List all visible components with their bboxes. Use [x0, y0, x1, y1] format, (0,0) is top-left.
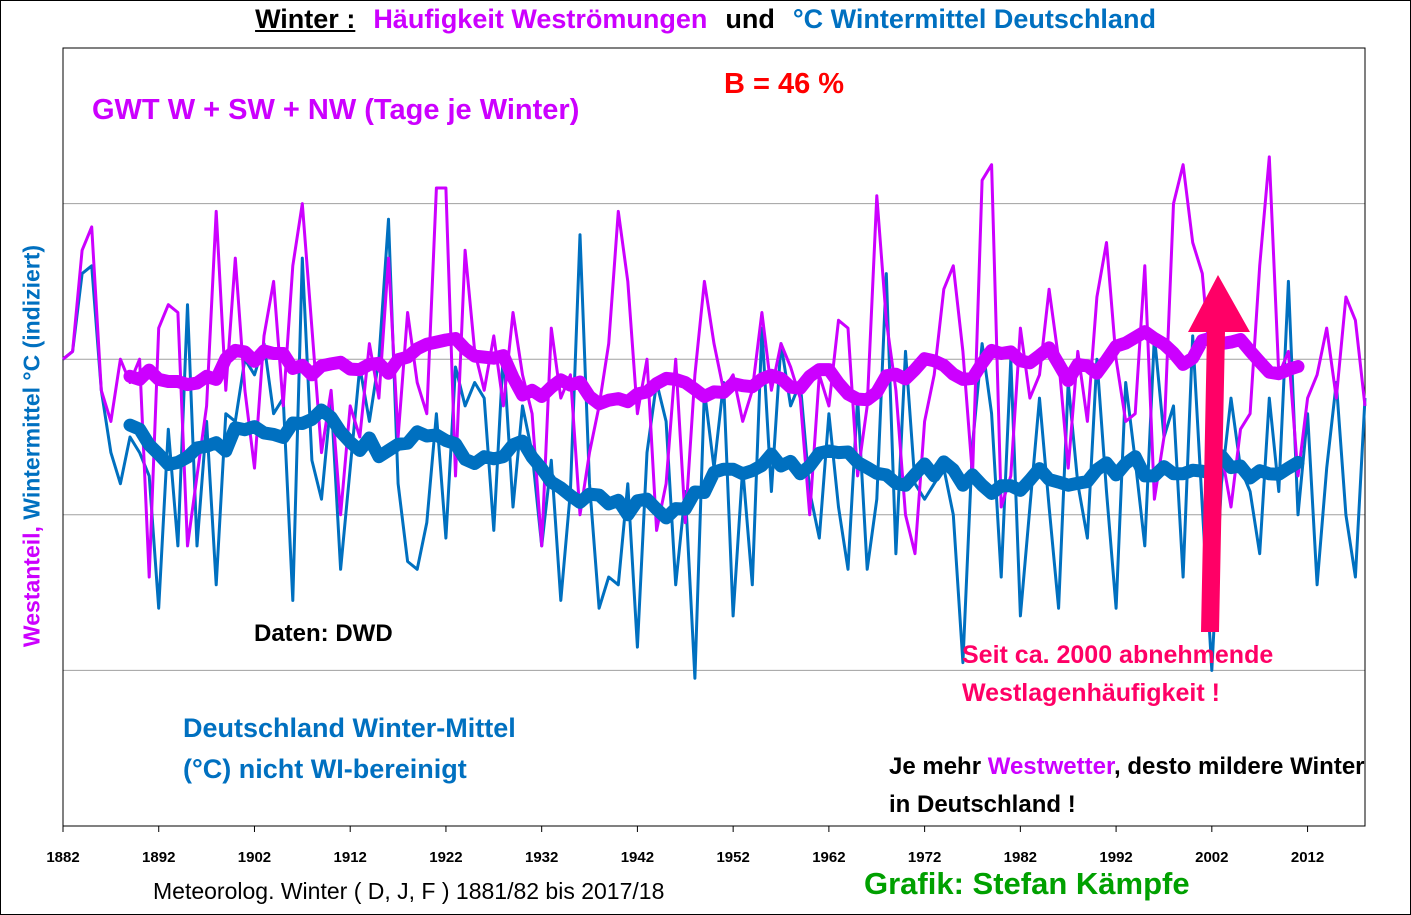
x-tick-label-1: 1892: [142, 849, 175, 866]
title-winter: Winter :: [255, 4, 356, 34]
x-tick-label-6: 1942: [621, 849, 654, 866]
je-mehr-part2: Westwetter: [987, 753, 1115, 780]
y-axis-label: Westanteil, Wintermittel °C (indiziert): [19, 245, 46, 647]
annotation-gwt: GWT W + SW + NW (Tage je Winter): [92, 94, 580, 126]
x-tick-label-9: 1972: [908, 849, 941, 866]
x-tick-label-13: 2012: [1291, 849, 1324, 866]
chart-title: Winter : Häufigkeit Weströmungen und °C Win…: [0, 4, 1411, 35]
je-mehr-part3: , desto mildere Winter in Deutschland !: [889, 753, 1365, 818]
series-group: [62, 155, 1367, 680]
series-trend-1: [123, 403, 1305, 525]
x-tick-label-10: 1982: [1004, 849, 1037, 866]
credit: Grafik: Stefan Kämpfe: [864, 866, 1190, 901]
annotation-b-value: B = 46 %: [724, 68, 845, 100]
x-tick-label-12: 2002: [1195, 849, 1228, 866]
plot-area: [62, 47, 1366, 827]
x-tick-label-5: 1932: [525, 849, 558, 866]
x-axis-title: Meteorolog. Winter ( D, J, F ) 1881/82 b…: [153, 878, 665, 904]
x-tick-label-0: 1882: [46, 849, 79, 866]
x-tick-label-4: 1922: [429, 849, 462, 866]
annotation-seit: Seit ca. 2000 abnehmende Westlagenhäufig…: [962, 641, 1274, 707]
x-tick-label-8: 1962: [812, 849, 845, 866]
series-line-0: [62, 155, 1367, 579]
je-mehr-part1: Je mehr: [889, 753, 982, 780]
annotation-je-mehr: Je mehr Westwetter, desto mildere Winter…: [889, 748, 1389, 824]
x-tick-label-11: 1992: [1099, 849, 1132, 866]
x-tick-label-3: 1912: [334, 849, 367, 866]
arrow-up: [1188, 275, 1250, 632]
title-part2: °C Wintermittel Deutschland: [792, 4, 1156, 34]
title-und: und: [725, 4, 775, 34]
y-label-part1: Westanteil,: [18, 526, 45, 648]
x-tick-label-7: 1952: [716, 849, 749, 866]
series-trend-0: [123, 325, 1305, 411]
annotation-deutschland: Deutschland Winter-Mittel (°C) nicht WI-…: [183, 713, 516, 784]
title-part1: Häufigkeit Weströmungen: [373, 4, 708, 34]
annotation-daten: Daten: DWD: [254, 620, 393, 647]
x-axis-ticks: 1882 1892 1902 1912 1922 1932 1942 1952 1962 1972…: [46, 826, 1324, 866]
arrow-up-icon: [1188, 275, 1250, 632]
x-tick-label-2: 1902: [238, 849, 271, 866]
y-label-part2: Wintermittel °C (indiziert): [18, 244, 45, 520]
